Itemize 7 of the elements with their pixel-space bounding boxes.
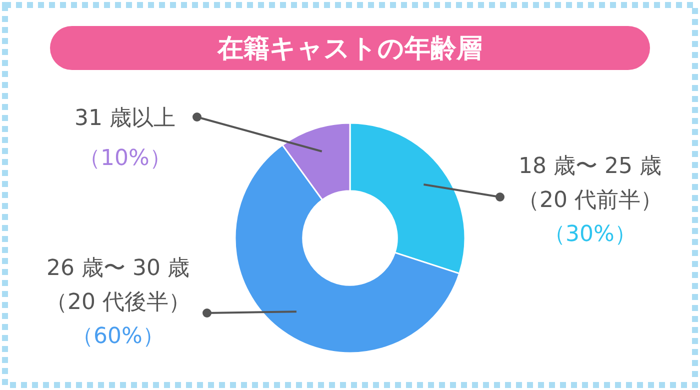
data-label: （30%） — [544, 222, 636, 247]
data-label: （60%） — [72, 324, 164, 349]
slice-label: 26 歳〜 30 歳（20 代後半） — [46, 256, 190, 315]
slice-label: 18 歳〜 25 歳（20 代前半） — [518, 154, 662, 213]
chart-title: 在籍キャストの年齢層 — [216, 34, 482, 64]
data-label: （10%） — [78, 146, 172, 171]
slice-label: 31 歳以上 — [74, 106, 176, 131]
